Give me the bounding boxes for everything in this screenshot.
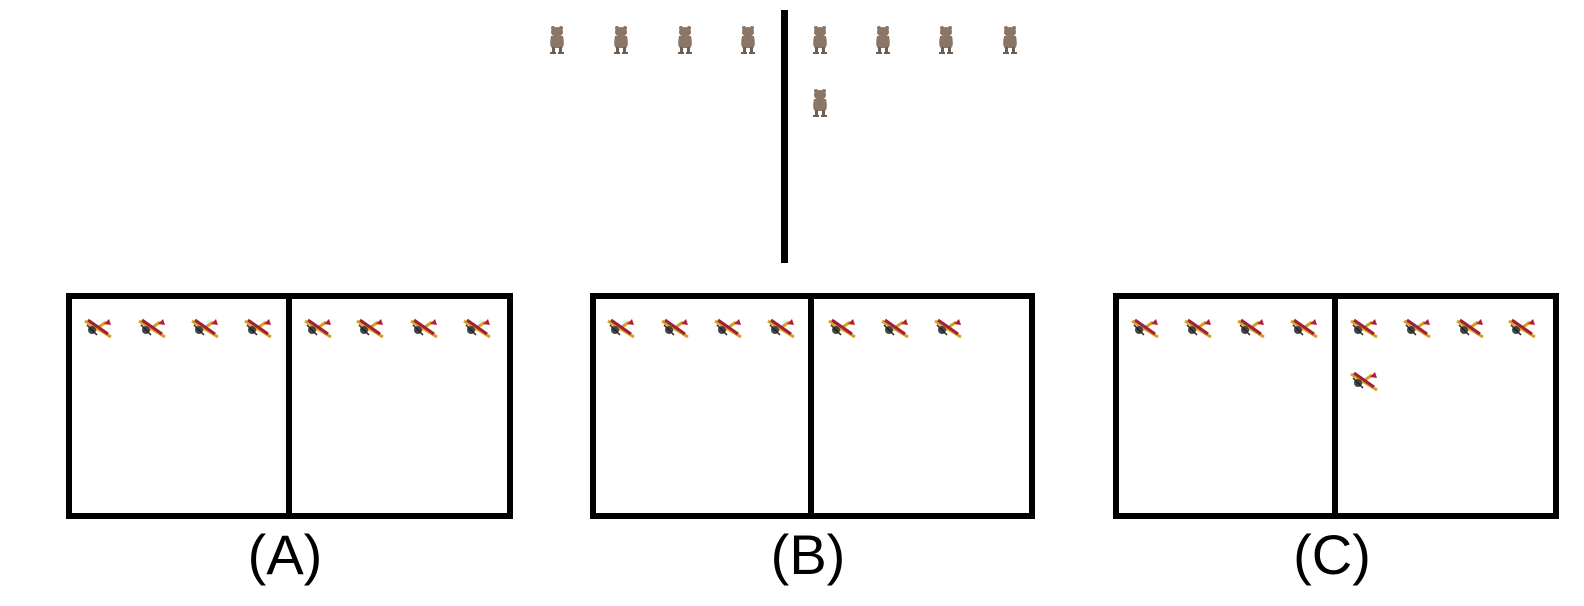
plane-icon xyxy=(880,317,910,339)
plane-icon xyxy=(827,317,857,339)
plane-icon xyxy=(303,317,333,339)
divider xyxy=(781,10,788,263)
option-label: (B) xyxy=(771,523,846,586)
plane-icon xyxy=(1289,317,1319,339)
dino-icon xyxy=(1003,26,1017,54)
plane-icon xyxy=(766,317,796,339)
plane-icon xyxy=(933,317,963,339)
plane-icon xyxy=(190,317,220,339)
plane-icon xyxy=(409,317,439,339)
option-c[interactable]: (C) xyxy=(1113,293,1559,586)
plane-icon xyxy=(1455,317,1485,339)
plane-icon xyxy=(713,317,743,339)
plane-icon xyxy=(243,317,273,339)
dino-icon xyxy=(550,26,564,54)
dino-icon xyxy=(741,26,755,54)
plane-icon xyxy=(606,317,636,339)
option-label: (A) xyxy=(248,523,323,586)
plane-icon xyxy=(1236,317,1266,339)
dino-icon xyxy=(813,26,827,54)
plane-icon xyxy=(1349,317,1379,339)
plane-icon xyxy=(137,317,167,339)
plane-icon xyxy=(1507,317,1537,339)
plane-icon xyxy=(462,317,492,339)
option-b[interactable]: (B) xyxy=(590,293,1035,586)
plane-icon xyxy=(1183,317,1213,339)
plane-icon xyxy=(355,317,385,339)
plane-icon xyxy=(1402,317,1432,339)
dino-icon xyxy=(614,26,628,54)
dino-icon xyxy=(678,26,692,54)
plane-icon xyxy=(660,317,690,339)
dino-icon xyxy=(939,26,953,54)
dino-icon xyxy=(813,89,827,117)
plane-icon xyxy=(1349,370,1379,392)
option-a[interactable]: (A) xyxy=(66,293,513,586)
option-label: (C) xyxy=(1293,523,1371,586)
plane-icon xyxy=(1130,317,1160,339)
dino-icon xyxy=(876,26,890,54)
plane-icon xyxy=(83,317,113,339)
